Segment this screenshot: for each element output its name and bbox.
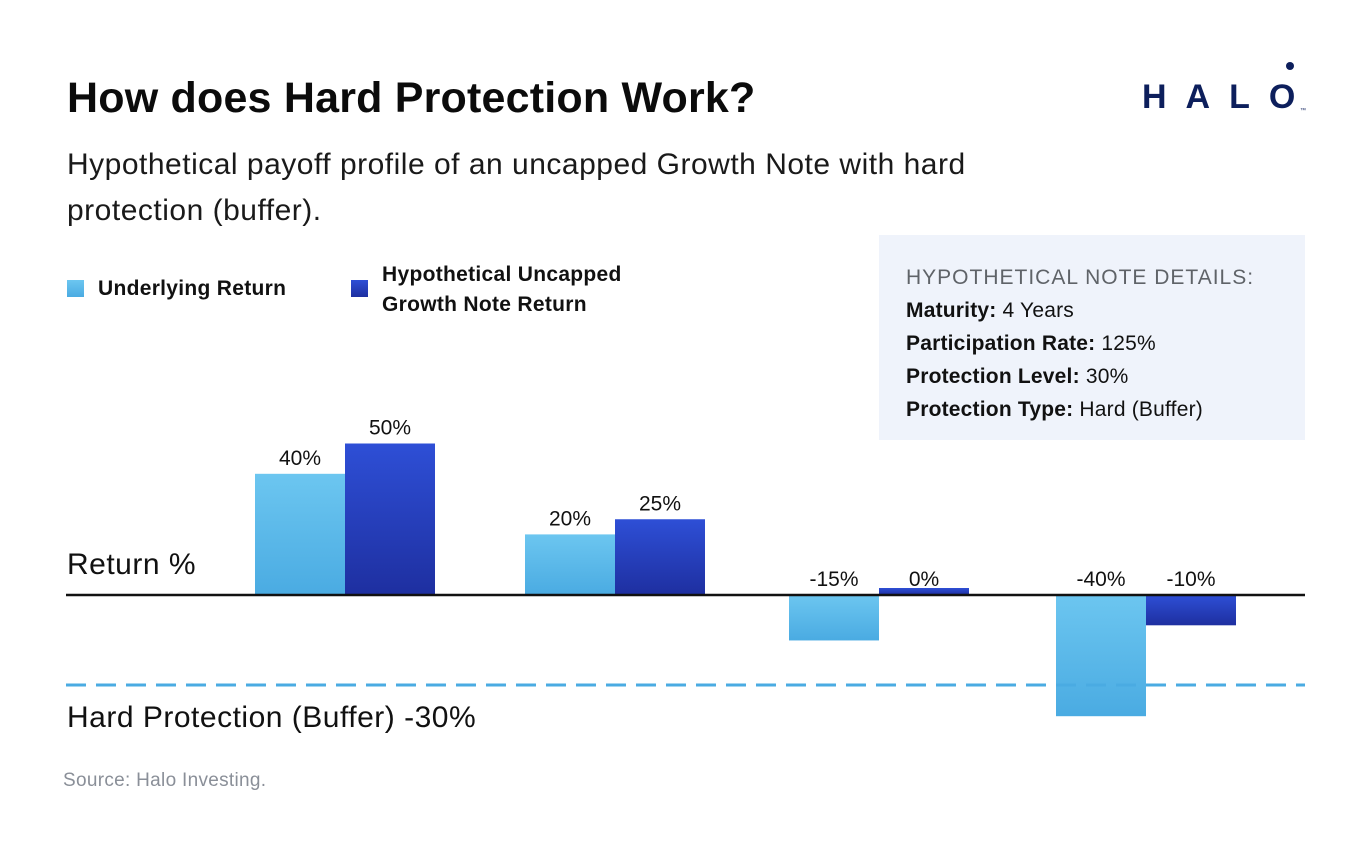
halo-logo: HALO ™ — [1138, 60, 1318, 120]
details-row-protection-level: Protection Level: 30% — [906, 360, 1278, 393]
legend-item-growth-note: Hypothetical Uncapped Growth Note Return — [351, 260, 671, 320]
return-axis-label: Return % — [67, 548, 197, 581]
bar-growth-note-0 — [345, 443, 435, 595]
data-label-growth-note-1: 25% — [639, 492, 681, 515]
details-row-protection-type: Protection Type: Hard (Buffer) — [906, 393, 1278, 426]
details-label: Participation Rate: — [906, 332, 1096, 355]
data-label-growth-note-3: -10% — [1166, 568, 1215, 591]
details-value: 125% — [1101, 332, 1156, 355]
note-details-box: HYPOTHETICAL NOTE DETAILS: Maturity: 4 Y… — [879, 235, 1305, 440]
page-subtitle: Hypothetical payoff profile of an uncapp… — [67, 148, 966, 227]
legend-swatch-underlying — [67, 280, 84, 297]
chart-legend: Underlying Return Hypothetical Uncapped … — [67, 260, 707, 330]
details-row-participation: Participation Rate: 125% — [906, 327, 1278, 360]
details-label: Maturity: — [906, 299, 997, 322]
details-row-maturity: Maturity: 4 Years — [906, 294, 1278, 327]
bar-growth-note-1 — [615, 519, 705, 595]
legend-label-underlying: Underlying Return — [98, 277, 287, 300]
bar-growth-note-3 — [1146, 595, 1236, 626]
details-value: 4 Years — [1002, 299, 1074, 322]
logo-dot-icon — [1286, 62, 1294, 70]
details-label: Protection Level: — [906, 365, 1080, 388]
bar-underlying-1 — [525, 534, 615, 595]
data-label-underlying-1: 20% — [549, 507, 591, 530]
data-label-underlying-0: 40% — [279, 447, 321, 470]
data-label-underlying-3: -40% — [1076, 568, 1125, 591]
details-heading: HYPOTHETICAL NOTE DETAILS: — [906, 266, 1255, 289]
logo-wordmark: HALO — [1142, 78, 1315, 116]
data-label-underlying-2: -15% — [809, 568, 858, 591]
details-value: 30% — [1085, 365, 1129, 388]
legend-swatch-growth-note — [351, 280, 368, 297]
bar-underlying-3 — [1056, 595, 1146, 717]
bar-growth-note-2 — [879, 588, 969, 595]
buffer-label: Hard Protection (Buffer) -30% — [67, 701, 477, 734]
details-label: Protection Type: — [906, 398, 1074, 421]
page-title: How does Hard Protection Work? — [67, 74, 756, 122]
source-note: Source: Halo Investing. — [63, 770, 267, 791]
data-label-growth-note-0: 50% — [369, 417, 411, 440]
bar-underlying-0 — [255, 473, 345, 595]
bar-underlying-2 — [789, 595, 879, 641]
details-value: Hard (Buffer) — [1079, 398, 1203, 421]
data-label-growth-note-2: 0% — [909, 568, 939, 591]
logo-trademark: ™ — [1300, 108, 1306, 114]
legend-label-growth-note: Hypothetical Uncapped Growth Note Return — [382, 263, 622, 316]
legend-item-underlying: Underlying Return — [67, 260, 286, 304]
